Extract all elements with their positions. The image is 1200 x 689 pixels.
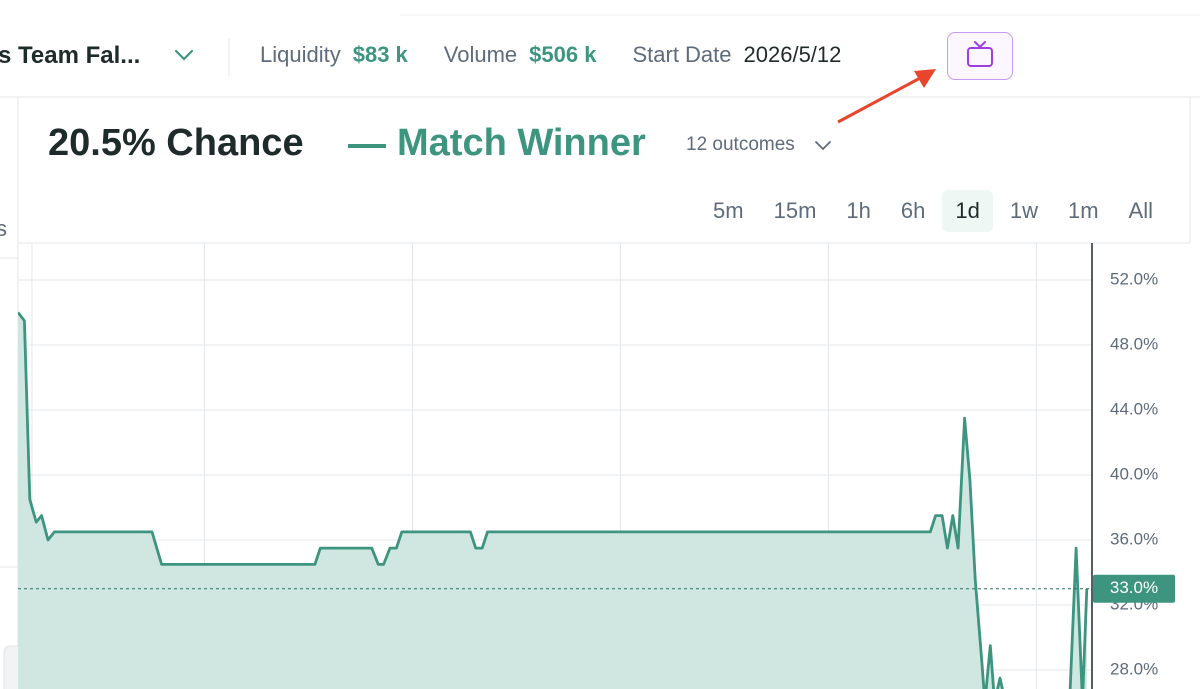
stat-label: Liquidity: [260, 42, 341, 67]
arrow: [837, 75, 923, 124]
tv-button[interactable]: [947, 32, 1013, 80]
stats: Liquidity $83 k Volume $506 k Start Date 2026…: [260, 42, 841, 68]
chevron: [174, 49, 194, 61]
stat: Start Date 2026/5/12: [632, 42, 841, 68]
tv-icon: [967, 41, 993, 67]
chart-subtitle: Match Winner: [397, 122, 646, 164]
stat-value: $83 k: [352, 42, 408, 67]
y-tick-label: 44.0%: [1110, 400, 1158, 419]
range-button[interactable]: 1h: [846, 198, 871, 223]
y-tick-label: 48.0%: [1110, 335, 1158, 354]
stat-value: 2026/5/12: [743, 42, 842, 67]
chevron: [815, 141, 831, 151]
y-tick-label: 28.0%: [1110, 659, 1158, 678]
range-button[interactable]: 1d: [942, 190, 993, 232]
stat-label: Volume: [443, 42, 518, 67]
range-button[interactable]: 1w: [1009, 198, 1038, 223]
stat: Volume $506 k: [444, 42, 597, 68]
stat-value: $506 k: [529, 42, 597, 67]
market-name[interactable]: s Team Fal...: [0, 42, 141, 69]
outcomes-dropdown[interactable]: 12 outcomes: [686, 134, 795, 155]
current-label: 33.0%: [1110, 578, 1158, 597]
range-button[interactable]: 15m: [773, 198, 817, 223]
y-tick-label: 40.0%: [1110, 465, 1158, 484]
range-button[interactable]: 5m: [713, 198, 744, 223]
chart-title: 20.5% Chance: [48, 122, 304, 164]
range-button[interactable]: 1m: [1067, 198, 1099, 223]
stat: Liquidity $83 k: [260, 42, 408, 68]
plot-area: [18, 311, 1089, 689]
range-buttons: 5m 15m 1h 6h 1d 1w 1m All: [700, 190, 1166, 232]
y-tick-label: 36.0%: [1110, 529, 1158, 548]
range-button[interactable]: 6h: [900, 198, 926, 223]
line: [18, 311, 1089, 689]
y-tick-label: 52.0%: [1110, 270, 1158, 289]
current-badge: [1093, 574, 1175, 603]
range-button[interactable]: All: [1128, 198, 1153, 223]
side-text: s: [0, 216, 7, 241]
arrow-head: [914, 69, 936, 88]
stat-label: Start Date: [632, 42, 732, 67]
area: [18, 312, 1087, 689]
